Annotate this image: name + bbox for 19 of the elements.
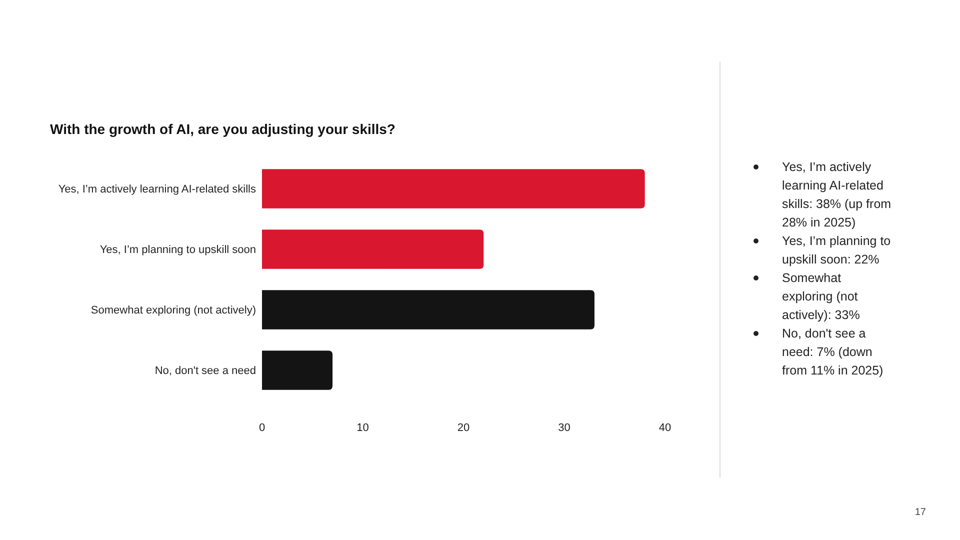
x-tick-label: 0 — [258, 422, 266, 434]
x-tick-label: 10 — [356, 422, 369, 434]
bar — [262, 350, 333, 390]
y-tick-label: Yes, I’m planning to upskill soon — [100, 244, 256, 256]
text: Somewhat exploring (not actively): 33% — [782, 271, 860, 322]
y-tick-label: Somewhat exploring (not actively) — [90, 304, 256, 317]
text: Yes, I’m actively learning AI-related skills: 38% (up from 28% in 2025) — [782, 160, 892, 230]
bar — [262, 290, 594, 330]
text: Yes, I’m planning to upskill soon: 22% — [782, 234, 891, 266]
x-tick-label: 20 — [457, 422, 470, 434]
y-tick-label: No, don't see a need — [154, 365, 256, 378]
x-tick-label: 40 — [658, 422, 672, 434]
chart-title: With the growth of AI, are you adjusting your skills? — [50, 121, 396, 137]
bar — [262, 169, 645, 208]
y-tick-label: Yes, I’m actively learning AI-related skills — [58, 184, 256, 196]
text: No, don't see a need: 7% (down from 11% in 2025) — [782, 326, 884, 378]
bar — [262, 230, 484, 269]
x-tick-label: 30 — [558, 422, 570, 434]
text: 17 — [914, 507, 926, 518]
